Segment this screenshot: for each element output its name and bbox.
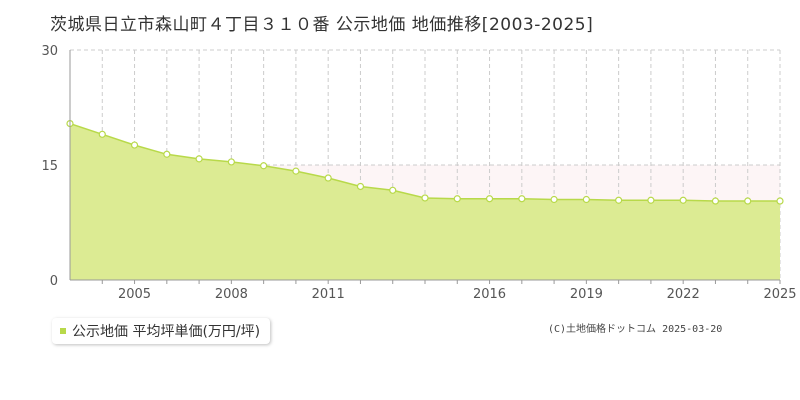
x-tick-label: 2005 [118,287,151,302]
data-point [292,167,300,175]
x-tick-labels: 2005 2008 2011 2016 2019 2022 2025 [118,287,797,302]
x-tick-label: 2011 [312,287,345,302]
x-tick-label: 2025 [763,287,796,302]
data-point [195,155,203,163]
data-point [356,182,365,191]
series-area [70,123,780,280]
data-point [227,158,235,166]
axes [69,50,781,284]
data-point [453,195,461,203]
y-tick-label: 0 [50,274,58,289]
data-point [130,141,139,149]
series-points [66,119,784,205]
data-point [776,197,784,205]
x-tick-label: 2019 [570,287,603,302]
y-tick-label: 15 [41,159,58,174]
legend-swatch [60,328,66,334]
data-point [744,197,752,205]
chart-title: 茨城県日立市森山町４丁目３１０番 公示地価 地価推移[2003-2025] [50,15,594,35]
data-point [550,195,558,204]
x-tick-label: 2016 [473,287,506,302]
x-tick-label: 2022 [667,287,700,302]
data-point [582,195,590,204]
y-tick-label: 30 [41,44,58,59]
data-point [615,196,623,204]
legend-label: 公示地価 平均坪単価(万円/坪) [72,324,261,340]
data-point [389,186,397,194]
data-point [324,174,332,182]
data-point [647,196,655,204]
data-point [711,197,720,205]
copyright-text: (C)土地価格ドットコム 2025-03-20 [548,324,723,335]
data-point [679,196,687,204]
legend: 公示地価 平均坪単価(万円/坪) [52,318,271,344]
x-tick-label: 2008 [215,287,248,302]
data-point [518,195,526,203]
data-point [260,162,268,170]
data-point [98,130,106,138]
y-tick-labels: 0 15 30 [41,44,58,289]
data-point [163,150,171,158]
data-point [421,194,429,202]
data-point [485,195,494,203]
